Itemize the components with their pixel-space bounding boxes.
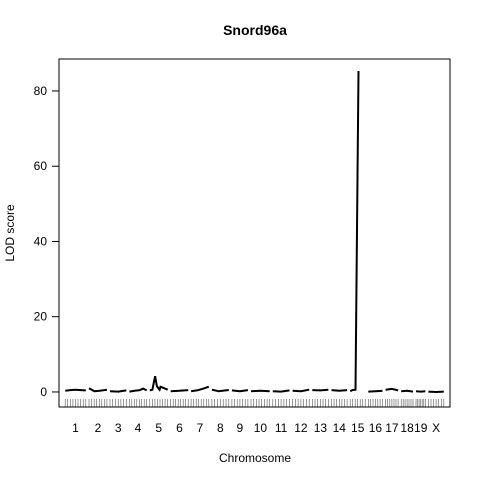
- lod-curve-chr-5: [149, 376, 169, 392]
- plot-frame: [58, 58, 451, 408]
- lod-curve-chr-3: [109, 389, 127, 393]
- chart-title: Snord96a: [223, 22, 287, 38]
- x-tick-label-chr-12: 12: [294, 421, 308, 435]
- y-tick-label: 0: [40, 385, 47, 399]
- x-tick-label-chr-13: 13: [314, 421, 328, 435]
- lod-curve-chr-14: [331, 389, 348, 392]
- lod-curve-chr-11: [272, 389, 290, 393]
- lod-curve-chr-1: [65, 388, 86, 392]
- lod-curve-chr-6: [170, 389, 189, 393]
- x-tick-label-chr-7: 7: [197, 421, 204, 435]
- y-tick-label: 20: [34, 310, 48, 324]
- x-tick-label-chr-15: 15: [351, 421, 365, 435]
- lod-curve-chr-7: [190, 385, 210, 393]
- lod-curve-chr-13: [312, 388, 329, 392]
- lod-curve-chr-15: [349, 70, 360, 393]
- x-tick-label-chr-16: 16: [369, 421, 383, 435]
- y-tick-label: 40: [34, 234, 48, 248]
- x-axis: 1 2 3 4 5 6 7 8 9 10 11 12 13 14 15 16 17 18 19 X: [72, 421, 440, 435]
- x-tick-label-chr-X: X: [432, 421, 440, 435]
- lod-curve-chr-16: [368, 389, 383, 393]
- x-tick-label-chr-10: 10: [254, 421, 268, 435]
- x-axis-label: Chromosome: [219, 451, 291, 465]
- x-tick-label-chr-9: 9: [237, 421, 244, 435]
- x-tick-label-chr-8: 8: [217, 421, 224, 435]
- x-tick-label-chr-11: 11: [275, 421, 288, 435]
- y-axis-label: LOD score: [3, 204, 17, 262]
- x-tick-label-chr-2: 2: [95, 421, 102, 435]
- lod-curve-chr-18: [401, 389, 414, 393]
- lod-curve-chr-9: [231, 389, 249, 393]
- x-tick-label-chr-6: 6: [176, 421, 183, 435]
- lod-curve-chr-17: [385, 387, 399, 392]
- lod-curve-chr-12: [292, 388, 310, 393]
- x-tick-label-chr-4: 4: [135, 421, 142, 435]
- x-tick-label-chr-3: 3: [115, 421, 122, 435]
- lod-curve-chr-4: [129, 387, 148, 393]
- x-tick-label-chr-19: 19: [414, 421, 428, 435]
- x-tick-label-chr-5: 5: [155, 421, 162, 435]
- x-tick-label-chr-1: 1: [72, 421, 79, 435]
- x-tick-label-chr-17: 17: [385, 421, 399, 435]
- lod-curve-chr-8: [211, 388, 229, 393]
- marker-rug: [64, 399, 445, 407]
- lod-curves: [65, 70, 444, 394]
- y-tick-label: 60: [34, 159, 48, 173]
- x-tick-label-chr-14: 14: [333, 421, 347, 435]
- y-tick-label: 80: [34, 84, 48, 98]
- x-tick-label-chr-18: 18: [400, 421, 414, 435]
- lod-curve-chr-2: [88, 387, 108, 393]
